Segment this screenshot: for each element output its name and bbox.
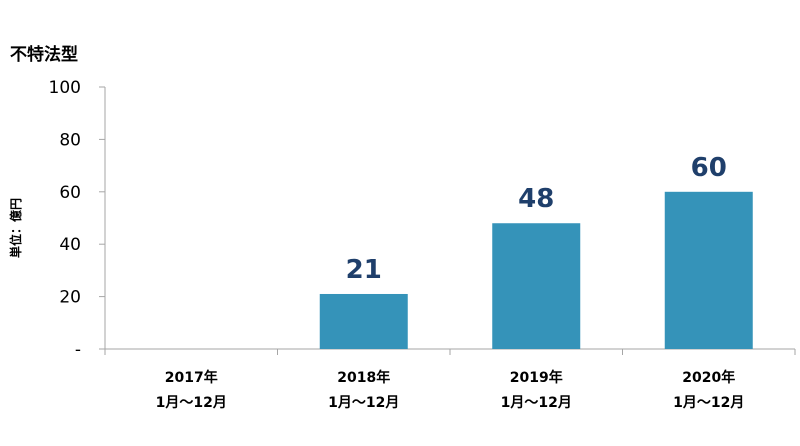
y-tick-label: 100 xyxy=(49,78,81,98)
x-category-year: 2019年 xyxy=(510,369,563,386)
y-tick-label: - xyxy=(75,340,81,360)
x-category-period: 1月～12月 xyxy=(673,395,744,411)
y-tick-labels: - 20 40 60 80 100 xyxy=(49,78,81,360)
data-label: 21 xyxy=(346,255,382,285)
chart-title: 不特法型 xyxy=(10,44,78,65)
x-category-year: 2018年 xyxy=(337,369,390,386)
data-labels: 21 48 60 xyxy=(346,153,727,285)
x-category-period: 1月～12月 xyxy=(501,395,572,411)
y-tick-label: 20 xyxy=(59,288,81,308)
bars xyxy=(319,191,753,349)
data-label: 60 xyxy=(691,153,727,183)
x-category-period: 1月～12月 xyxy=(156,395,227,411)
y-tick-label: 60 xyxy=(59,183,81,203)
x-category-period: 1月～12月 xyxy=(328,395,399,411)
bar xyxy=(492,223,581,349)
y-tick-label: 40 xyxy=(59,235,81,255)
y-axis-label: 単位：億円 xyxy=(8,198,23,258)
y-tick-label: 80 xyxy=(59,130,81,150)
x-category-labels: 2017年 1月～12月 2018年 1月～12月 2019年 1月～12月 2020年 1月… xyxy=(156,369,745,411)
bar xyxy=(319,293,408,349)
data-label: 48 xyxy=(518,184,554,214)
x-category-year: 2017年 xyxy=(165,369,218,386)
bar xyxy=(664,191,753,349)
x-category-year: 2020年 xyxy=(682,369,735,386)
